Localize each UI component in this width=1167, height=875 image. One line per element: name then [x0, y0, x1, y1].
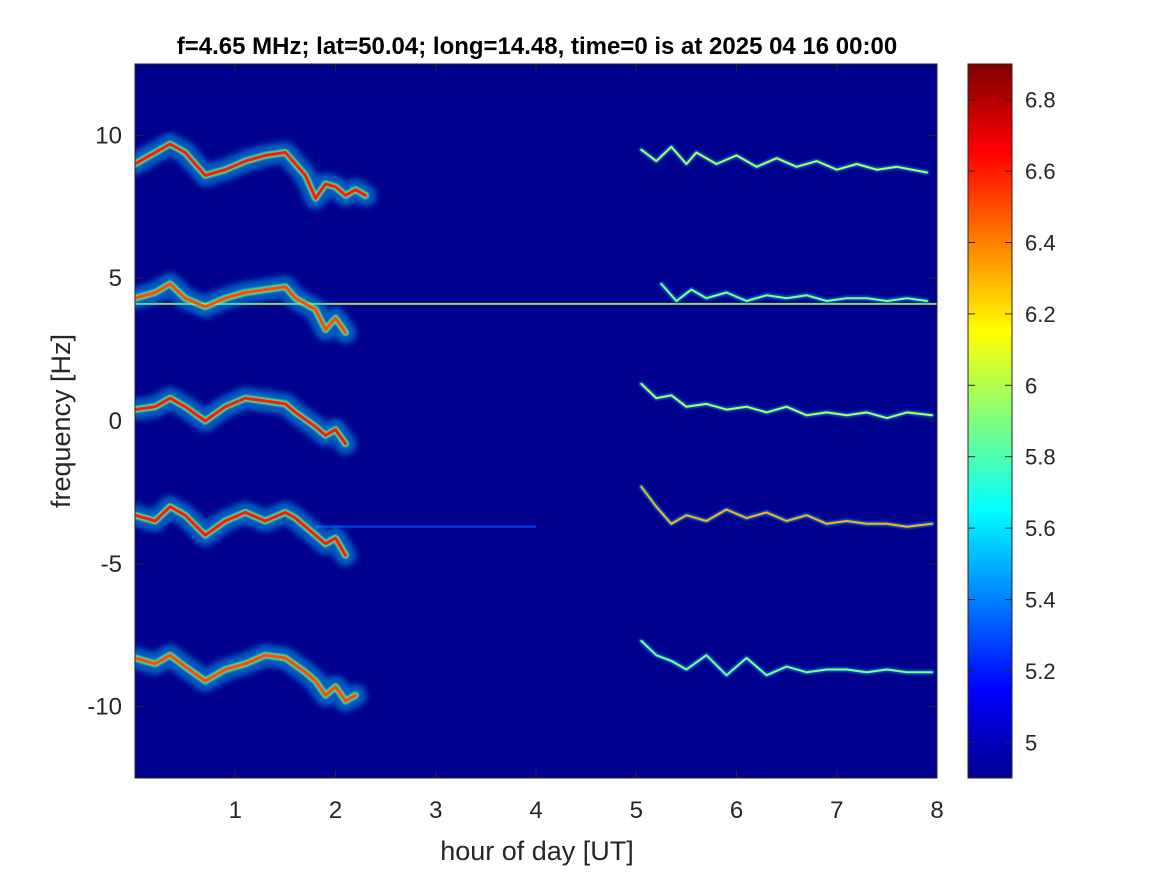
x-tick-label: 4 — [529, 797, 542, 824]
y-tick-label: 10 — [95, 122, 122, 149]
colorbar-tick-label: 5.8 — [1025, 445, 1056, 470]
x-tick-label: 7 — [830, 797, 843, 824]
colorbar-tick-label: 5.6 — [1025, 516, 1056, 541]
x-tick-label: 5 — [630, 797, 643, 824]
trace-line-3-0 — [135, 505, 347, 557]
colorbar-tick-label: 6.6 — [1025, 159, 1056, 184]
y-tick-label: -5 — [101, 551, 122, 578]
colorbar-tick-label: 6.8 — [1025, 88, 1056, 113]
colorbar: 6.8 6.6 6.4 6.2 6 5.8 5.6 5.4 5.2 5 — [967, 63, 1056, 779]
trace-line-2-0 — [135, 396, 347, 446]
x-tick-label: 2 — [329, 797, 342, 824]
colorbar-tick-label: 6 — [1025, 373, 1037, 398]
chart-title: f=4.65 MHz; lat=50.04; long=14.48, time=… — [177, 33, 897, 60]
trace-line-6-0 — [660, 282, 928, 302]
trace-line-9-0 — [640, 639, 933, 677]
trace-line-5-0 — [640, 145, 928, 174]
colorbar-tick-label: 6.2 — [1025, 302, 1056, 327]
colorbar-tick-label: 5 — [1025, 730, 1037, 755]
trace-line-7-0 — [640, 382, 933, 420]
colorbar-ticks: 6.8 6.6 6.4 6.2 6 5.8 5.6 5.4 5.2 5 — [968, 88, 1056, 755]
heatmap-plot-area — [134, 63, 938, 779]
trace-line-4-0 — [135, 653, 358, 703]
y-axis-label: frequency [Hz] — [46, 334, 76, 508]
x-tick-label: 1 — [229, 797, 242, 824]
x-axis-label: hour of day [UT] — [440, 836, 634, 866]
y-axis-ticks: 10 5 0 -5 -10 — [87, 122, 937, 721]
colorbar-tick-label: 5.4 — [1025, 588, 1056, 613]
colorbar-frame — [967, 63, 1013, 779]
x-axis-ticks: 1 2 3 4 5 6 7 8 — [229, 64, 944, 824]
heatmap-marks — [135, 133, 937, 712]
x-tick-label: 8 — [930, 797, 943, 824]
trace-line-0-0 — [135, 142, 368, 200]
x-tick-label: 6 — [730, 797, 743, 824]
trace-line-1-0 — [135, 282, 347, 334]
x-tick-label: 3 — [429, 797, 442, 824]
y-tick-label: 0 — [109, 408, 122, 435]
colorbar-gradient — [968, 64, 1012, 778]
y-tick-label: 5 — [109, 265, 122, 292]
colorbar-tick-label: 5.2 — [1025, 659, 1056, 684]
y-tick-label: -10 — [87, 694, 122, 721]
colorbar-tick-label: 6.4 — [1025, 231, 1056, 256]
trace-line-8-0 — [640, 485, 933, 528]
